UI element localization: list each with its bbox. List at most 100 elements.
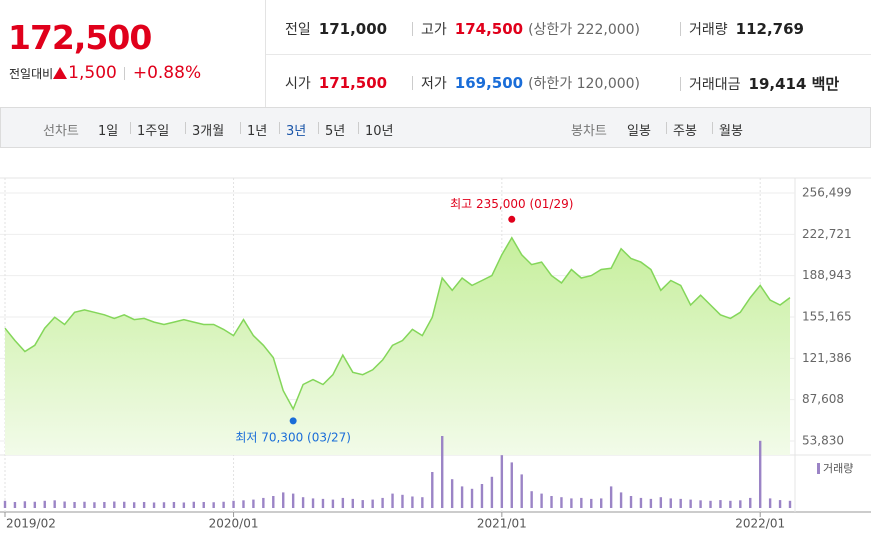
extreme-dot xyxy=(508,215,516,223)
volume-bar xyxy=(460,486,464,508)
volume-bar xyxy=(739,500,742,508)
volume-bar xyxy=(142,502,146,508)
info-value: 171,500 xyxy=(318,74,388,92)
volume-bar xyxy=(441,436,444,508)
volume-bar xyxy=(132,502,136,508)
volume-bar xyxy=(282,492,285,508)
period-tab[interactable]: 1주일 xyxy=(129,120,169,139)
volume-bar xyxy=(411,496,414,508)
candle-tab[interactable]: 일봉 xyxy=(627,124,651,139)
change-label: 전일대비 xyxy=(9,66,54,81)
volume-bar xyxy=(679,498,682,508)
candle-tab[interactable]: 월봉 xyxy=(712,120,743,139)
volume-bar xyxy=(590,498,593,508)
current-price: 172,500 xyxy=(8,18,152,57)
volume-bar xyxy=(103,502,106,508)
volume-bar xyxy=(401,494,404,508)
line-chart-label: 선차트 xyxy=(43,124,79,139)
volume-bar xyxy=(23,501,27,508)
volume-bar xyxy=(510,462,513,508)
period-tab[interactable]: 1년 xyxy=(239,120,267,139)
volume-bar xyxy=(63,501,66,508)
extreme-dot xyxy=(289,417,297,425)
volume-bar xyxy=(550,496,553,508)
volume-bar xyxy=(500,455,504,508)
volume-bar xyxy=(351,498,354,508)
volume-bar xyxy=(520,474,523,508)
volume-bar xyxy=(450,479,454,508)
volume-bar xyxy=(113,501,116,508)
volume-bar xyxy=(530,491,533,508)
volume-bar xyxy=(540,493,543,508)
volume-bar xyxy=(778,500,782,508)
volume-bar xyxy=(73,502,76,508)
volume-bar xyxy=(331,499,335,508)
volume-bar xyxy=(758,440,762,508)
volume-bar xyxy=(43,500,46,508)
volume-bar xyxy=(212,502,215,508)
volume-bar xyxy=(629,496,633,508)
x-tick-label: 2021/01 xyxy=(477,517,527,531)
info-cell: 저가 169,500 (하한가 120,000) xyxy=(412,73,640,93)
extreme-label: 최저 70,300 (03/27) xyxy=(235,430,351,444)
volume-bar xyxy=(560,497,563,508)
volume-bar xyxy=(33,501,37,508)
info-value: 171,000 xyxy=(318,20,388,38)
volume-bar xyxy=(13,502,17,508)
volume-bar xyxy=(649,498,653,508)
info-cell: 거래대금 19,414 백만 xyxy=(680,73,839,94)
volume-bar xyxy=(3,500,7,508)
extreme-label: 최고 235,000 (01/29) xyxy=(450,197,573,211)
legend-swatch xyxy=(817,463,820,474)
volume-bar xyxy=(361,500,364,508)
volume-bar xyxy=(371,499,374,508)
change-value: 1,500 xyxy=(68,63,117,83)
volume-bar xyxy=(600,498,603,508)
period-tab[interactable]: 5년 xyxy=(317,120,345,139)
volume-bar xyxy=(391,493,394,508)
period-tab[interactable]: 3년 xyxy=(278,120,306,139)
period-tab[interactable]: 3개월 xyxy=(184,120,224,139)
y-tick-label: 155,165 xyxy=(802,309,852,323)
info-cell: 시가 171,500 xyxy=(285,73,387,93)
volume-bar xyxy=(262,497,265,508)
volume-bar xyxy=(182,502,186,508)
info-value: 169,500 xyxy=(454,74,524,92)
info-label: 전일 xyxy=(285,22,311,38)
area-fill xyxy=(5,237,790,455)
volume-bar xyxy=(689,499,692,508)
info-cell: 고가 174,500 (상한가 222,000) xyxy=(412,19,640,39)
volume-bar xyxy=(222,501,225,508)
x-tick-label: 2019/02 xyxy=(6,517,56,531)
volume-bar xyxy=(490,476,494,508)
volume-bar xyxy=(749,497,752,508)
volume-bar xyxy=(570,498,573,508)
volume-bar xyxy=(341,497,345,508)
info-label: 저가 xyxy=(421,76,447,92)
volume-bar xyxy=(480,484,484,508)
volume-bar xyxy=(291,493,295,508)
period-tab[interactable]: 1일 xyxy=(98,124,119,139)
legend-label: 거래량 xyxy=(823,462,853,475)
volume-bar xyxy=(719,500,722,508)
info-label: 시가 xyxy=(285,76,311,92)
change-pct: +0.88% xyxy=(132,63,202,83)
volume-bar xyxy=(162,502,166,508)
up-icon xyxy=(53,67,68,79)
info-value: 174,500 xyxy=(454,20,524,38)
volume-bar xyxy=(232,500,235,508)
candle-tab[interactable]: 주봉 xyxy=(666,120,697,139)
volume-bar xyxy=(381,497,384,508)
volume-bar xyxy=(768,498,772,508)
change-row: 전일대비 1,500 +0.88% xyxy=(9,63,201,83)
info-label: 고가 xyxy=(421,22,447,38)
volume-bar xyxy=(699,500,702,508)
x-tick-label: 2022/01 xyxy=(735,517,785,531)
x-tick-label: 2020/01 xyxy=(209,517,259,531)
period-tab[interactable]: 10년 xyxy=(358,120,394,139)
volume-bar xyxy=(123,501,126,508)
info-value: 19,414 백만 xyxy=(748,75,840,93)
price-line xyxy=(4,236,791,411)
